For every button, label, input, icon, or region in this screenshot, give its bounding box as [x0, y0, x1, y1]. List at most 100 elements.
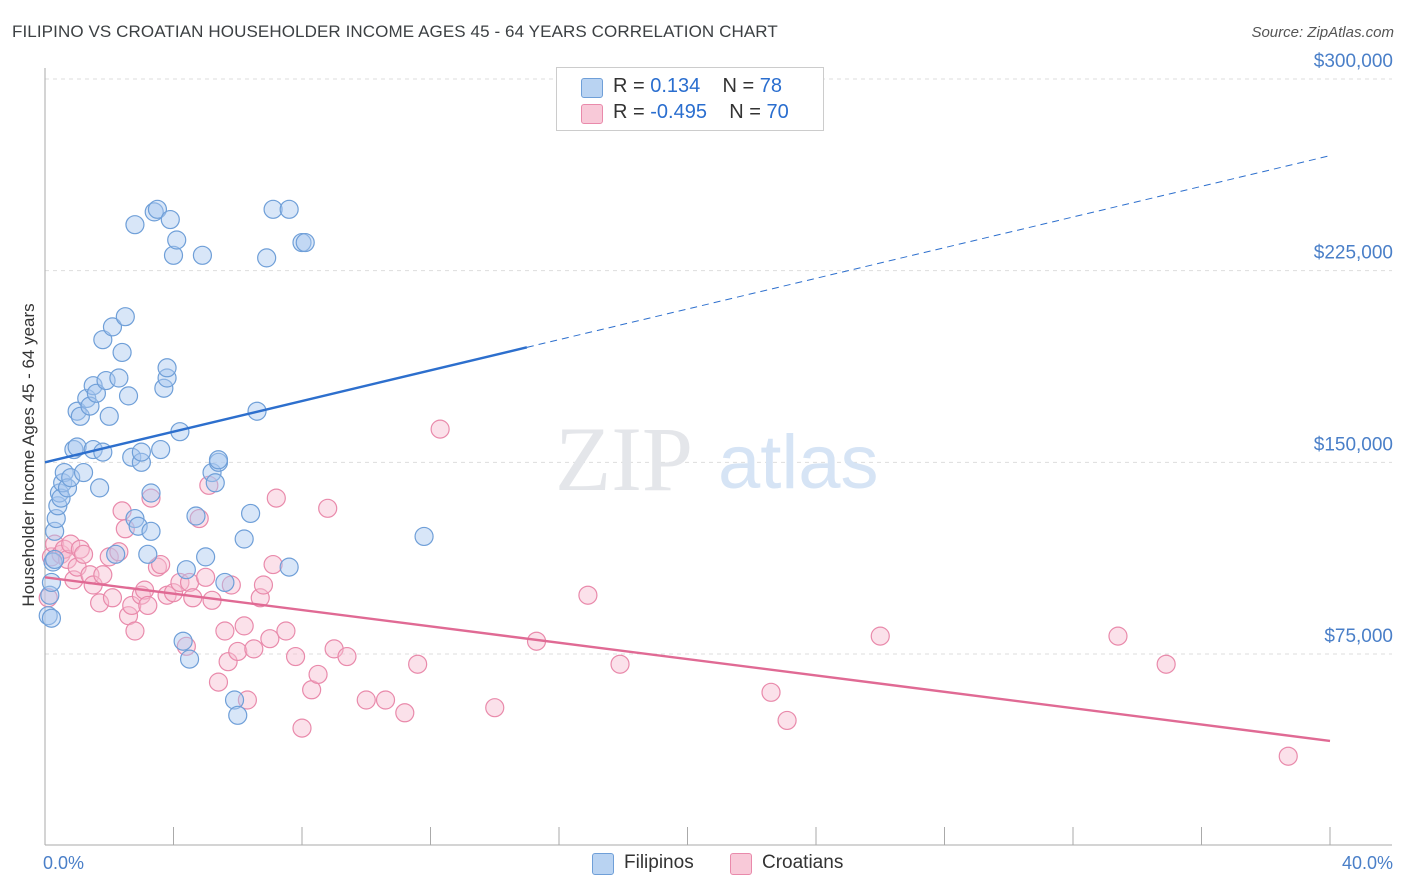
croatian-point — [189, 508, 209, 529]
croatian-point — [250, 588, 270, 608]
filipino-point — [141, 521, 161, 541]
filipino-point — [234, 529, 254, 549]
legend-swatch-croatians — [581, 104, 603, 124]
filipino-point — [122, 447, 142, 467]
croatian-point — [408, 654, 428, 674]
legend-r-label: R = — [613, 75, 651, 97]
legend-n-label: N = — [729, 101, 767, 123]
croatian-point — [244, 639, 264, 659]
croatian-point — [125, 621, 145, 641]
filipino-point — [196, 547, 216, 567]
croatian-point — [430, 419, 450, 439]
croatian-point — [218, 652, 238, 672]
croatian-point — [266, 488, 286, 508]
filipino-point — [228, 705, 248, 725]
croatian-point — [1108, 626, 1128, 646]
filipino-point — [295, 232, 315, 253]
croatian-point — [263, 554, 283, 575]
filipino-point — [173, 631, 193, 651]
croatian-point — [761, 682, 781, 702]
filipino-point — [67, 437, 87, 457]
filipino-point — [38, 606, 58, 626]
filipino-point — [257, 248, 277, 268]
croatian-point — [61, 534, 81, 554]
croatian-point — [1278, 746, 1298, 766]
filipino-point — [45, 549, 65, 570]
filipino-point — [112, 342, 132, 363]
filipino-point — [128, 516, 148, 536]
filipino-trend-extension — [526, 155, 1331, 348]
croatian-point — [215, 621, 235, 641]
croatian-point — [485, 698, 505, 718]
filipino-point — [192, 245, 213, 265]
croatian-point — [176, 636, 196, 656]
filipino-point — [115, 307, 135, 327]
filipino-point — [41, 572, 62, 593]
filipino-point — [125, 215, 145, 235]
croatian-point — [51, 544, 71, 564]
y-tick-label: $300,000 — [1314, 51, 1393, 72]
y-tick-label: $75,000 — [1324, 626, 1393, 647]
filipino-point — [86, 383, 107, 403]
croatian-point — [138, 595, 158, 616]
croatian-point — [90, 593, 110, 613]
watermark-atlas: atlas — [718, 420, 879, 505]
legend-n-value-croatians: 70 — [766, 101, 789, 123]
series-swatch-filipinos — [592, 853, 614, 875]
filipino-point — [131, 452, 151, 472]
axes — [44, 68, 1392, 846]
filipino-point — [279, 199, 299, 219]
watermark: ZIP atlas — [555, 408, 879, 510]
filipino-point — [160, 209, 180, 230]
croatian-point — [610, 654, 630, 674]
filipino-point — [224, 690, 245, 710]
croatian-point — [356, 690, 376, 710]
y-axis-label: Householder Income Ages 45 - 64 years — [19, 303, 38, 606]
croatian-point — [253, 575, 274, 595]
x-tick-label-max: 40.0% — [1342, 853, 1393, 873]
croatian-point — [375, 690, 396, 710]
filipino-point — [157, 358, 177, 378]
filipino-point — [215, 572, 235, 593]
croatian-point — [102, 588, 123, 608]
filipino-point — [144, 202, 164, 222]
y-tick-label: $225,000 — [1314, 243, 1393, 264]
filipino-point — [147, 199, 168, 219]
x-tick-label-min: 0.0% — [43, 853, 84, 873]
filipino-point — [54, 462, 74, 483]
croatian-point — [54, 539, 74, 559]
croatian-point — [73, 544, 94, 564]
filipino-point — [179, 649, 200, 669]
croatian-point — [141, 488, 161, 508]
croatian-point — [318, 498, 338, 518]
filipino-point — [414, 526, 434, 547]
croatian-point — [234, 616, 254, 636]
filipino-point — [118, 386, 139, 406]
croatian-point — [285, 646, 306, 667]
chart-title: FILIPINO VS CROATIAN HOUSEHOLDER INCOME … — [12, 22, 778, 41]
croatian-point — [1156, 654, 1176, 674]
series-swatch-croatians — [730, 853, 752, 875]
filipino-point — [106, 544, 126, 564]
legend-r-value-croatians: -0.495 — [650, 101, 707, 123]
tick-labels: $75,000 $150,000 $225,000 $300,000 0.0% 40.0% — [43, 51, 1393, 873]
filipino-point — [67, 401, 87, 421]
filipino-point — [167, 230, 187, 250]
croatian-point — [228, 641, 248, 662]
filipino-point — [141, 483, 161, 503]
croatian-points — [38, 419, 1298, 766]
y-tick-label: $150,000 — [1314, 434, 1393, 455]
croatian-point — [196, 567, 216, 587]
croatian-point — [578, 585, 598, 605]
filipino-point — [73, 462, 94, 483]
filipino-point — [51, 488, 71, 508]
filipino-point — [154, 378, 174, 398]
legend-n-value-filipinos: 78 — [759, 75, 783, 97]
legend-swatch-filipinos — [581, 78, 603, 98]
filipino-point — [176, 560, 196, 580]
filipino-point — [41, 608, 62, 628]
filipino-point — [83, 376, 103, 396]
croatian-point — [777, 710, 797, 731]
filipino-point — [279, 557, 299, 577]
